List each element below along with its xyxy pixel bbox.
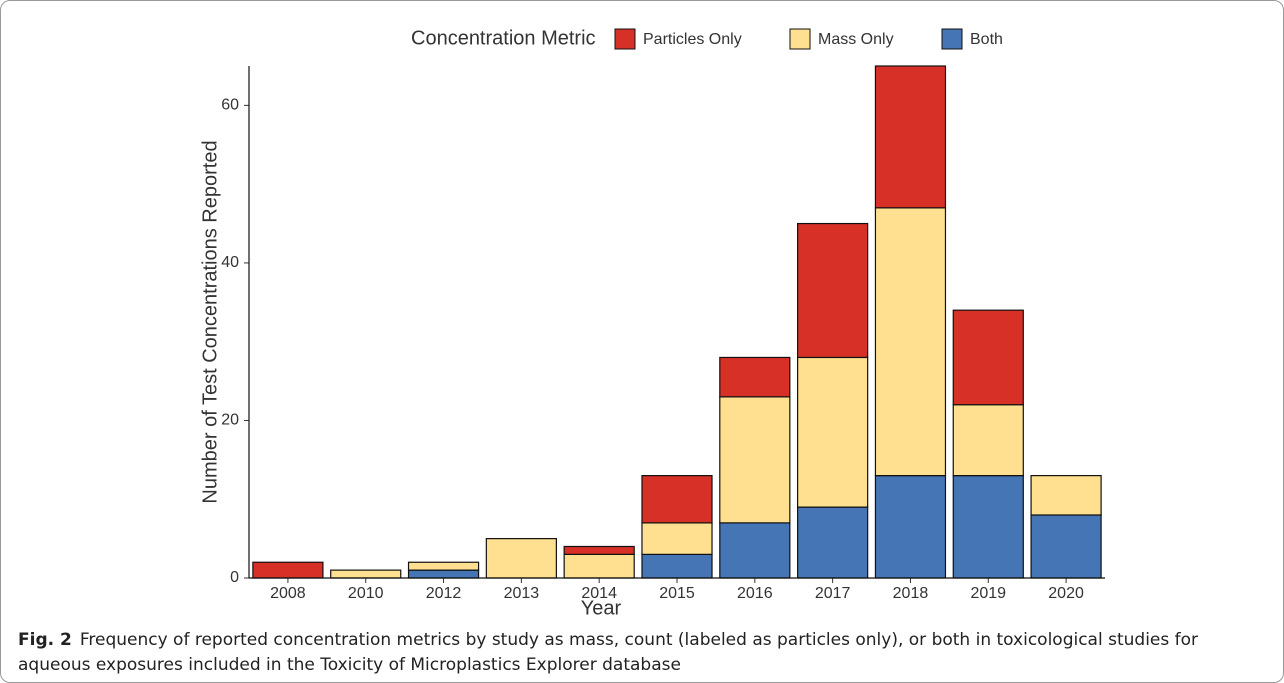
bar-segment [563,545,635,555]
legend-title: Concentration Metric [411,27,596,49]
bar-segment [797,222,869,359]
y-axis-title: Number of Test Concentrations Reported [199,140,221,503]
bar-segment [407,561,480,571]
x-axis-title: Year [581,597,622,619]
bar-segment [874,207,947,477]
x-tick-label: 2014 [581,585,617,602]
y-tick-label: 0 [230,569,239,586]
legend-label: Both [970,31,1003,48]
bar-segment [719,522,791,579]
chart: Year Number of Test Concentrations Repor… [199,27,1105,619]
legend-swatch [941,28,963,50]
x-tick-label: 2012 [426,585,462,602]
bar-segment [641,553,713,579]
bar-segment [797,506,869,579]
bar-segment [719,356,791,398]
bar-segment [719,396,791,524]
caption: Fig. 2 Frequency of reported concentratio… [18,628,1248,678]
bar-segment [407,569,480,579]
legend-label: Mass Only [818,31,894,48]
bar-segment [874,475,947,579]
x-tick-label: 2010 [348,585,384,602]
y-tick-label: 60 [221,97,239,114]
caption-text: Frequency of reported concentration metr… [18,630,1199,675]
legend-label: Particles Only [643,31,742,48]
legend-swatch [614,28,636,50]
bar-segment [952,475,1024,579]
bar-segment [641,522,713,555]
x-tick-label: 2019 [970,585,1006,602]
x-tick-label: 2018 [893,585,929,602]
x-tick-label: 2016 [737,585,773,602]
y-tick-label: 20 [221,412,239,429]
bar-segment [641,475,713,524]
legend-swatch [789,28,811,50]
x-tick-label: 2020 [1048,585,1084,602]
bar-segment [952,309,1024,406]
bar-segment [952,404,1024,477]
x-tick-label: 2015 [659,585,695,602]
x-tick-label: 2013 [504,585,540,602]
caption-label: Fig. 2 [18,630,72,650]
bar-segment [252,561,324,579]
bar-segment [330,569,402,579]
bar-segment [797,356,869,508]
bar-segment [1030,514,1102,579]
x-tick-label: 2017 [815,585,851,602]
x-tick-label: 2008 [270,585,306,602]
bar-segment [563,553,635,579]
y-tick-label: 40 [221,254,239,271]
bar-segment [485,538,557,579]
bar-segment [874,65,947,209]
bar-segment [1030,475,1102,516]
